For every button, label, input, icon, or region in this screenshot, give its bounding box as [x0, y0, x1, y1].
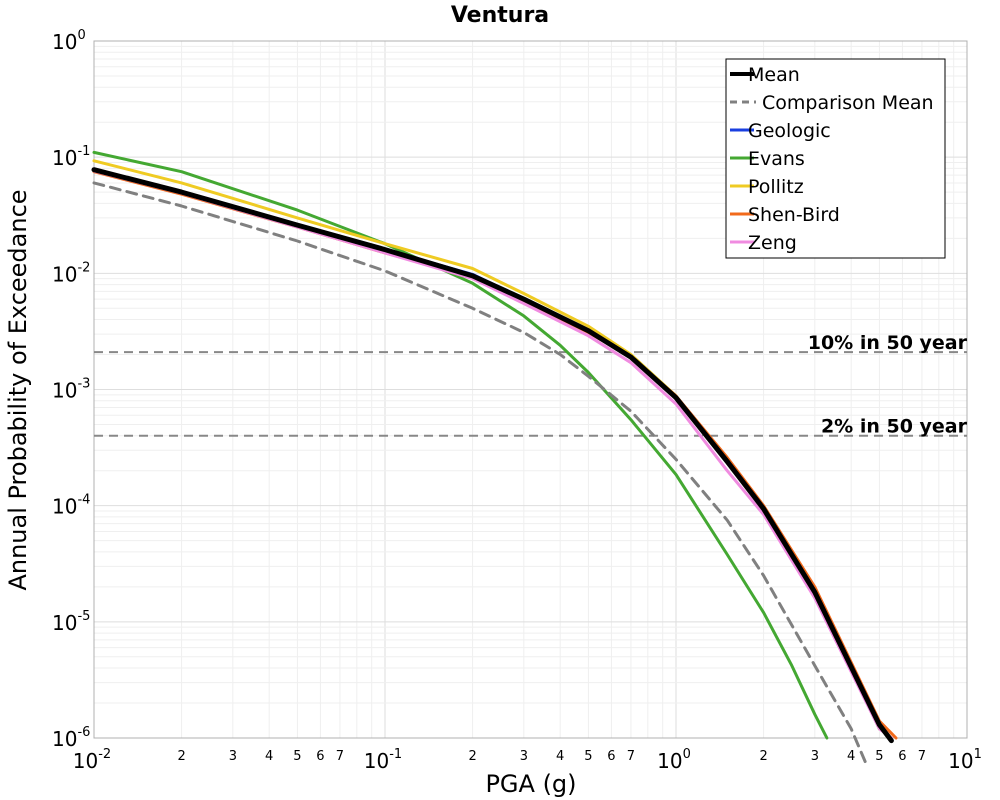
y-tick-label: 10-2	[52, 260, 90, 286]
x-minor-tick-label: 7	[627, 749, 635, 764]
x-axis-label: PGA (g)	[485, 770, 576, 798]
reference-line-label: 10% in 50 year	[808, 332, 968, 354]
legend-entry: Zeng	[748, 232, 797, 254]
legend-entry: Shen-Bird	[748, 204, 840, 226]
plot-area	[93, 40, 968, 739]
x-minor-tick-label: 6	[607, 749, 615, 764]
x-tick-label: 10-1	[364, 747, 402, 773]
y-tick-label: 10-6	[52, 725, 90, 751]
legend-entry: Mean	[748, 64, 800, 86]
series-line-comparison-mean	[92, 181, 868, 766]
series-line-evans	[92, 150, 829, 740]
x-minor-tick-label: 4	[265, 749, 273, 764]
x-minor-tick-label: 2	[468, 749, 476, 764]
legend-box	[725, 58, 946, 259]
chart-title: Ventura	[451, 3, 549, 28]
series-layer	[91, 150, 898, 766]
legend-entry: Comparison Mean	[762, 92, 934, 114]
legend: Mean Comparison Mean Geologic Evans Pollitz S…	[725, 58, 946, 259]
x-minor-tick-label: 6	[898, 749, 906, 764]
legend-entry: Pollitz	[748, 176, 804, 198]
x-minor-tick-label: 7	[336, 749, 344, 764]
x-minor-tick-label: 6	[316, 749, 324, 764]
x-minor-tick-label: 3	[229, 749, 237, 764]
x-minor-tick-label: 3	[811, 749, 819, 764]
y-tick-label: 100	[52, 28, 86, 54]
x-minor-tick-label: 7	[918, 749, 926, 764]
x-minor-tick-label: 5	[293, 749, 301, 764]
x-minor-tick-label: 3	[520, 749, 528, 764]
x-minor-tick-label: 4	[847, 749, 855, 764]
reference-line-label: 2% in 50 year	[821, 416, 968, 438]
x-minor-tick-label: 2	[177, 749, 185, 764]
y-tick-label: 10-4	[52, 493, 90, 519]
legend-entry: Geologic	[748, 120, 831, 142]
x-minor-tick-label: 5	[875, 749, 883, 764]
x-tick-label: 100	[657, 747, 691, 773]
x-tick-label: 10-2	[73, 747, 111, 773]
y-tick-label: 10-3	[52, 377, 90, 403]
x-minor-tick-label: 4	[556, 749, 564, 764]
x-tick-label: 101	[948, 747, 982, 773]
y-tick-label: 10-1	[52, 144, 90, 170]
plot-grid	[93, 41, 967, 739]
series-line-mean	[91, 167, 894, 744]
y-axis-ticks: 100 10-1 10-2 10-3 10-4 10-5 10-6	[52, 28, 90, 751]
y-axis-label: Annual Probability of Exceedance	[4, 189, 32, 590]
x-minor-tick-label: 5	[584, 749, 592, 764]
x-minor-tick-label: 2	[759, 749, 767, 764]
legend-entry: Evans	[748, 148, 805, 170]
reference-lines: 10% in 50 year 2% in 50 year	[94, 332, 968, 438]
y-tick-label: 10-5	[52, 609, 90, 635]
